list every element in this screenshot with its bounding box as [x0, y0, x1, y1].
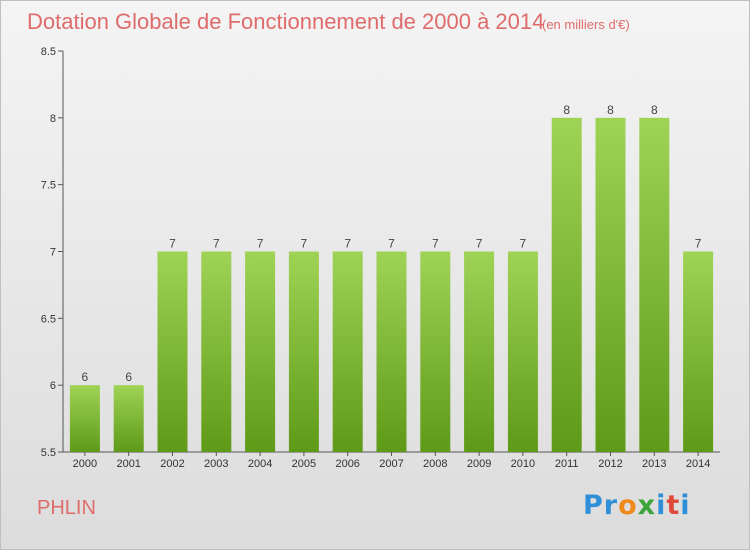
bar-2001: [113, 385, 144, 452]
x-tick-label-2005: 2005: [292, 458, 316, 470]
bar-2011: [551, 117, 582, 452]
bar-2005: [288, 251, 319, 452]
x-tick-label-2009: 2009: [467, 458, 491, 470]
data-label-2001: 6: [125, 370, 132, 384]
x-tick-label-2013: 2013: [642, 458, 666, 470]
bar-2002: [157, 251, 188, 452]
data-label-2002: 7: [169, 237, 176, 251]
bar-2000: [69, 385, 100, 452]
x-tick-label-2007: 2007: [379, 458, 403, 470]
x-tick-label-2014: 2014: [686, 458, 710, 470]
data-label-2013: 8: [651, 103, 658, 117]
bar-2008: [420, 251, 451, 452]
data-label-2006: 7: [344, 237, 351, 251]
y-tick-label: 8: [50, 113, 56, 125]
x-tick-label-2008: 2008: [423, 458, 447, 470]
chart-title: Dotation Globale de Fonctionnement de 20…: [27, 9, 545, 34]
bar-2003: [201, 251, 232, 452]
bar-2009: [464, 251, 495, 452]
data-label-2010: 7: [520, 237, 527, 251]
x-tick-label-2006: 2006: [335, 458, 359, 470]
x-tick-label-2012: 2012: [598, 458, 622, 470]
data-label-2008: 7: [432, 237, 439, 251]
bar-2006: [332, 251, 363, 452]
bar-2007: [376, 251, 407, 452]
data-label-2012: 8: [607, 103, 614, 117]
x-tick-label-2004: 2004: [248, 458, 272, 470]
chart-subtitle: (en milliers d'€): [542, 17, 630, 32]
x-tick-label-2002: 2002: [160, 458, 184, 470]
x-tick-label-2010: 2010: [511, 458, 535, 470]
x-tick-label-2001: 2001: [116, 458, 140, 470]
bar-2014: [683, 251, 714, 452]
bar-2004: [245, 251, 276, 452]
y-tick-label: 7.5: [41, 180, 56, 192]
bar-2013: [639, 117, 670, 452]
data-label-2009: 7: [476, 237, 483, 251]
data-label-2014: 7: [695, 237, 702, 251]
data-label-2000: 6: [82, 370, 89, 384]
proxiti-logo: Proxiti: [583, 490, 691, 521]
data-label-2004: 7: [257, 237, 264, 251]
y-tick-label: 6.5: [41, 313, 56, 325]
x-tick-label-2003: 2003: [204, 458, 228, 470]
x-tick-label-2011: 2011: [555, 458, 579, 470]
data-label-2011: 8: [563, 103, 570, 117]
data-label-2005: 7: [301, 237, 308, 251]
y-tick-label: 6: [50, 380, 56, 392]
bar-2010: [507, 251, 538, 452]
x-tick-label-2000: 2000: [73, 458, 97, 470]
y-tick-label: 7: [50, 247, 56, 259]
data-label-2003: 7: [213, 237, 220, 251]
y-tick-label: 5.5: [41, 447, 56, 459]
data-label-2007: 7: [388, 237, 395, 251]
y-tick-label: 8.5: [41, 46, 56, 58]
bar-2012: [595, 117, 626, 452]
city-name: PHLIN: [37, 497, 96, 519]
